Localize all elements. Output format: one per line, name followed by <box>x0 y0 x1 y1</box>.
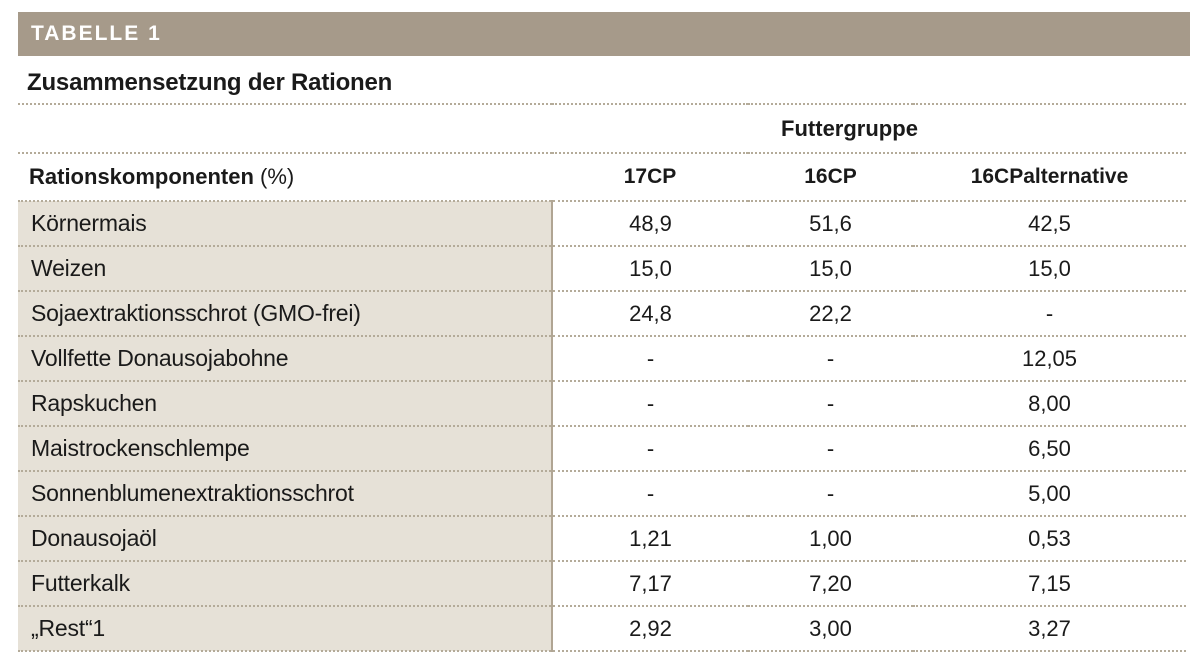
row-label: Sonnenblumenextraktionsschrot <box>18 471 553 517</box>
cell-value: 24,8 <box>552 291 748 337</box>
cell-value: 15,0 <box>748 246 913 292</box>
cell-value: 22,2 <box>748 291 913 337</box>
row-label: „Rest“1 <box>18 606 553 652</box>
cell-value: - <box>552 381 748 427</box>
table-row: Rapskuchen - - 8,00 <box>18 381 1186 427</box>
table-row: Weizen 15,0 15,0 15,0 <box>18 246 1186 292</box>
cell-value: - <box>552 471 748 517</box>
row-label: Donausojaöl <box>18 516 553 562</box>
row-label: Vollfette Donausojabohne <box>18 336 553 382</box>
cell-value: 7,15 <box>913 561 1186 607</box>
cell-value: 12,05 <box>913 336 1186 382</box>
column-header-16cp: 16CP <box>748 153 913 202</box>
table-row: Körnermais 48,9 51,6 42,5 <box>18 201 1186 247</box>
table-row: Donausojaöl 1,21 1,00 0,53 <box>18 516 1186 562</box>
cell-value: 6,50 <box>913 426 1186 472</box>
cell-value: - <box>748 471 913 517</box>
cell-value: 1,21 <box>552 516 748 562</box>
cell-value: 42,5 <box>913 201 1186 247</box>
group-header: Futtergruppe <box>552 103 1186 154</box>
cell-value: 3,00 <box>748 606 913 652</box>
cell-value: 7,17 <box>552 561 748 607</box>
column-header-17cp: 17CP <box>552 153 748 202</box>
table-row: „Rest“1 2,92 3,00 3,27 <box>18 606 1186 652</box>
cell-value: - <box>913 291 1186 337</box>
table-label: TABELLE 1 <box>31 22 162 45</box>
cell-value: 48,9 <box>552 201 748 247</box>
cell-value: 3,27 <box>913 606 1186 652</box>
cell-value: - <box>748 381 913 427</box>
row-header-label: Rationskomponenten <box>29 164 254 189</box>
cell-value: 15,0 <box>552 246 748 292</box>
cell-value: - <box>552 336 748 382</box>
cell-value: - <box>748 336 913 382</box>
table-row: Vollfette Donausojabohne - - 12,05 <box>18 336 1186 382</box>
row-label: Körnermais <box>18 201 553 247</box>
row-label: Rapskuchen <box>18 381 553 427</box>
cell-value: - <box>552 426 748 472</box>
table-row: Sonnenblumenextraktionsschrot - - 5,00 <box>18 471 1186 517</box>
table-row: Futterkalk 7,17 7,20 7,15 <box>18 561 1186 607</box>
ration-composition-table: Futtergruppe Rationskomponenten (%) 17CP… <box>18 103 1186 652</box>
cell-value: 7,20 <box>748 561 913 607</box>
table-row: Sojaextraktionsschrot (GMO-frei) 24,8 22… <box>18 291 1186 337</box>
row-header-unit: (%) <box>260 164 295 189</box>
table-title: Zusammensetzung der Rationen <box>27 69 393 96</box>
group-header-spacer <box>18 103 552 154</box>
cell-value: 5,00 <box>913 471 1186 517</box>
cell-value: 1,00 <box>748 516 913 562</box>
row-label: Maistrockenschlempe <box>18 426 553 472</box>
cell-value: - <box>748 426 913 472</box>
table-row: Maistrockenschlempe - - 6,50 <box>18 426 1186 472</box>
cell-value: 2,92 <box>552 606 748 652</box>
row-header: Rationskomponenten (%) <box>18 153 552 202</box>
cell-value: 0,53 <box>913 516 1186 562</box>
row-label: Weizen <box>18 246 553 292</box>
row-label: Sojaextraktionsschrot (GMO-frei) <box>18 291 553 337</box>
cell-value: 15,0 <box>913 246 1186 292</box>
column-header-16cp-alternative: 16CPalternative <box>913 153 1186 202</box>
table-label-bar: TABELLE 1 <box>18 12 1190 56</box>
row-label: Futterkalk <box>18 561 553 607</box>
cell-value: 51,6 <box>748 201 913 247</box>
group-header-row: Futtergruppe <box>18 103 1186 154</box>
column-header-row: Rationskomponenten (%) 17CP 16CP 16CPalt… <box>18 153 1186 202</box>
cell-value: 8,00 <box>913 381 1186 427</box>
